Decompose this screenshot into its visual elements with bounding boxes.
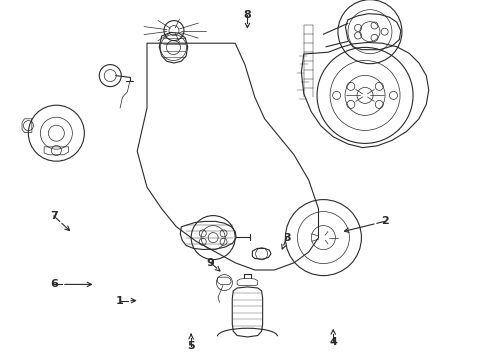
Text: 7: 7 — [50, 211, 58, 221]
Text: 2: 2 — [381, 216, 389, 226]
Text: 9: 9 — [207, 258, 215, 268]
Text: 6: 6 — [50, 279, 58, 289]
Text: 3: 3 — [283, 233, 291, 243]
Text: 5: 5 — [187, 341, 195, 351]
Text: 4: 4 — [329, 337, 337, 347]
Text: 8: 8 — [244, 10, 251, 20]
Text: 1: 1 — [116, 296, 124, 306]
